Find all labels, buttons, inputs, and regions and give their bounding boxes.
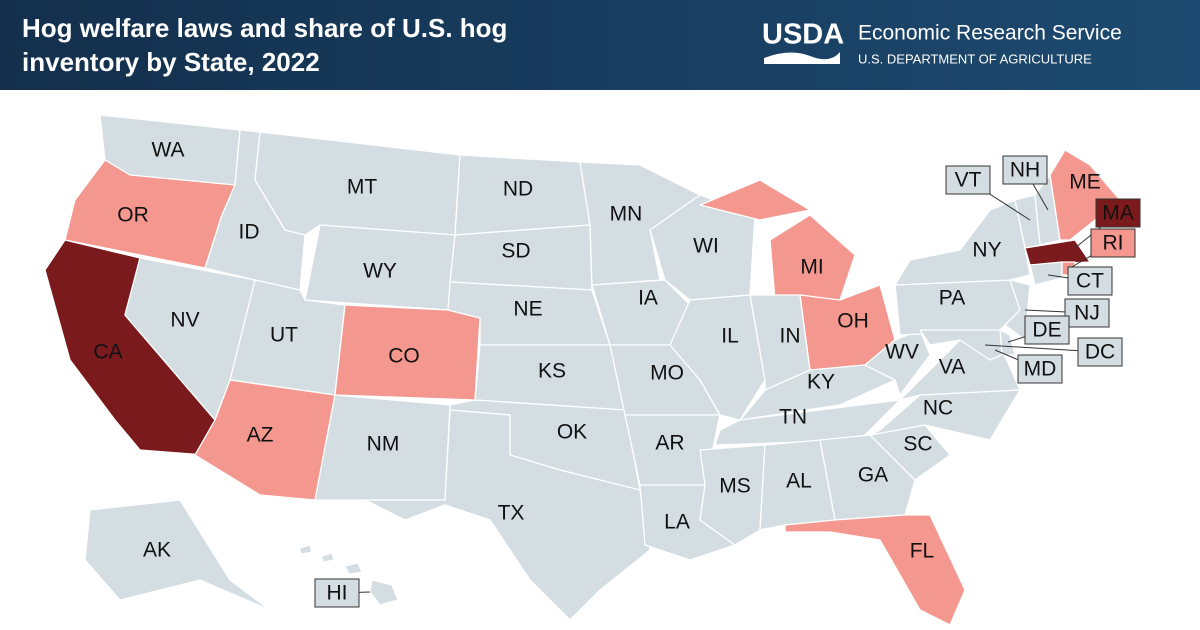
state-label: TN	[779, 406, 807, 429]
state-shape	[1024, 239, 1091, 266]
state-label: WA	[151, 139, 184, 162]
agency-name: Economic Research Service	[858, 22, 1122, 45]
label-box	[1064, 298, 1110, 328]
state-label: ND	[503, 178, 533, 201]
state-label: TX	[498, 502, 525, 525]
state-label: LA	[664, 511, 690, 534]
label-box	[1077, 337, 1123, 367]
state-label: OK	[557, 421, 587, 444]
state-label: AK	[143, 539, 171, 562]
label-box	[314, 578, 360, 608]
state-label: MA	[1102, 202, 1134, 225]
state-label: WY	[363, 260, 397, 283]
state-label: ME	[1069, 171, 1101, 194]
state-label: CA	[93, 341, 122, 364]
label-box	[1095, 198, 1141, 228]
state-label: MN	[610, 203, 643, 226]
state-label: AZ	[247, 424, 274, 447]
state-label: KY	[807, 371, 835, 394]
label-box	[1002, 155, 1048, 185]
state-label: MD	[1024, 358, 1057, 381]
state-label: FL	[910, 540, 935, 563]
state-label: CO	[388, 345, 420, 368]
logo: USDA	[762, 19, 844, 51]
state-label: AR	[655, 432, 684, 455]
state-label: OH	[837, 310, 869, 333]
state-label: PA	[939, 287, 965, 310]
label-box	[1067, 266, 1113, 296]
state-shape	[299, 544, 399, 606]
state-shape	[864, 329, 931, 396]
department-name: U.S. DEPARTMENT OF AGRICULTURE	[858, 51, 1092, 66]
state-label: DE	[1032, 319, 1061, 342]
state-label: KS	[538, 360, 566, 383]
state-label: RI	[1103, 232, 1124, 255]
state-shape	[364, 409, 651, 621]
state-label: NH	[1010, 159, 1040, 182]
label-box	[1017, 354, 1063, 384]
label-box	[1024, 315, 1070, 345]
state-label: UT	[270, 324, 298, 347]
state-label: SD	[501, 240, 530, 263]
label-box	[945, 165, 991, 195]
label-box	[1090, 228, 1136, 258]
state-label: AL	[786, 470, 812, 493]
state-label: NC	[923, 397, 953, 420]
state-label: NV	[170, 309, 199, 332]
state-shape	[84, 499, 271, 611]
state-shape	[1004, 279, 1031, 341]
state-label: HI	[327, 582, 348, 605]
state-label: WV	[885, 341, 919, 364]
state-label: IL	[721, 325, 739, 348]
state-label: NJ	[1074, 302, 1100, 325]
state-label: ID	[239, 221, 260, 244]
state-shape	[579, 161, 701, 286]
state-label: WI	[693, 235, 719, 258]
state-label: GA	[858, 464, 888, 487]
state-label: OR	[117, 204, 149, 227]
state-label: MI	[800, 256, 823, 279]
title: Hog welfare laws and share of U.S. hog	[22, 13, 507, 43]
state-shape	[784, 514, 966, 626]
title: inventory by State, 2022	[22, 47, 320, 77]
state-label: MS	[719, 475, 751, 498]
state-shape	[919, 329, 1003, 361]
state-label: VT	[955, 169, 982, 192]
state-label: MT	[347, 176, 377, 199]
header-bar	[0, 0, 1200, 90]
state-label: IA	[638, 287, 658, 310]
state-label: CT	[1076, 270, 1104, 293]
state-shape	[334, 304, 481, 401]
state-label: NY	[972, 239, 1001, 262]
map: WA OR CA NV ID MT WY UT CO AZ NM ND SD NE KS OK TX MN IA MO…	[44, 114, 1141, 626]
state-shape	[1029, 261, 1063, 286]
state-label: NE	[513, 298, 542, 321]
state-shape	[699, 179, 856, 301]
state-label: NM	[367, 433, 400, 456]
state-label: MO	[650, 362, 684, 385]
state-label: DC	[1085, 341, 1115, 364]
state-label: IN	[780, 325, 801, 348]
state-label: SC	[903, 433, 932, 456]
state-label: VA	[939, 356, 965, 379]
logo-swoosh	[764, 52, 840, 64]
state-shape	[714, 399, 901, 446]
